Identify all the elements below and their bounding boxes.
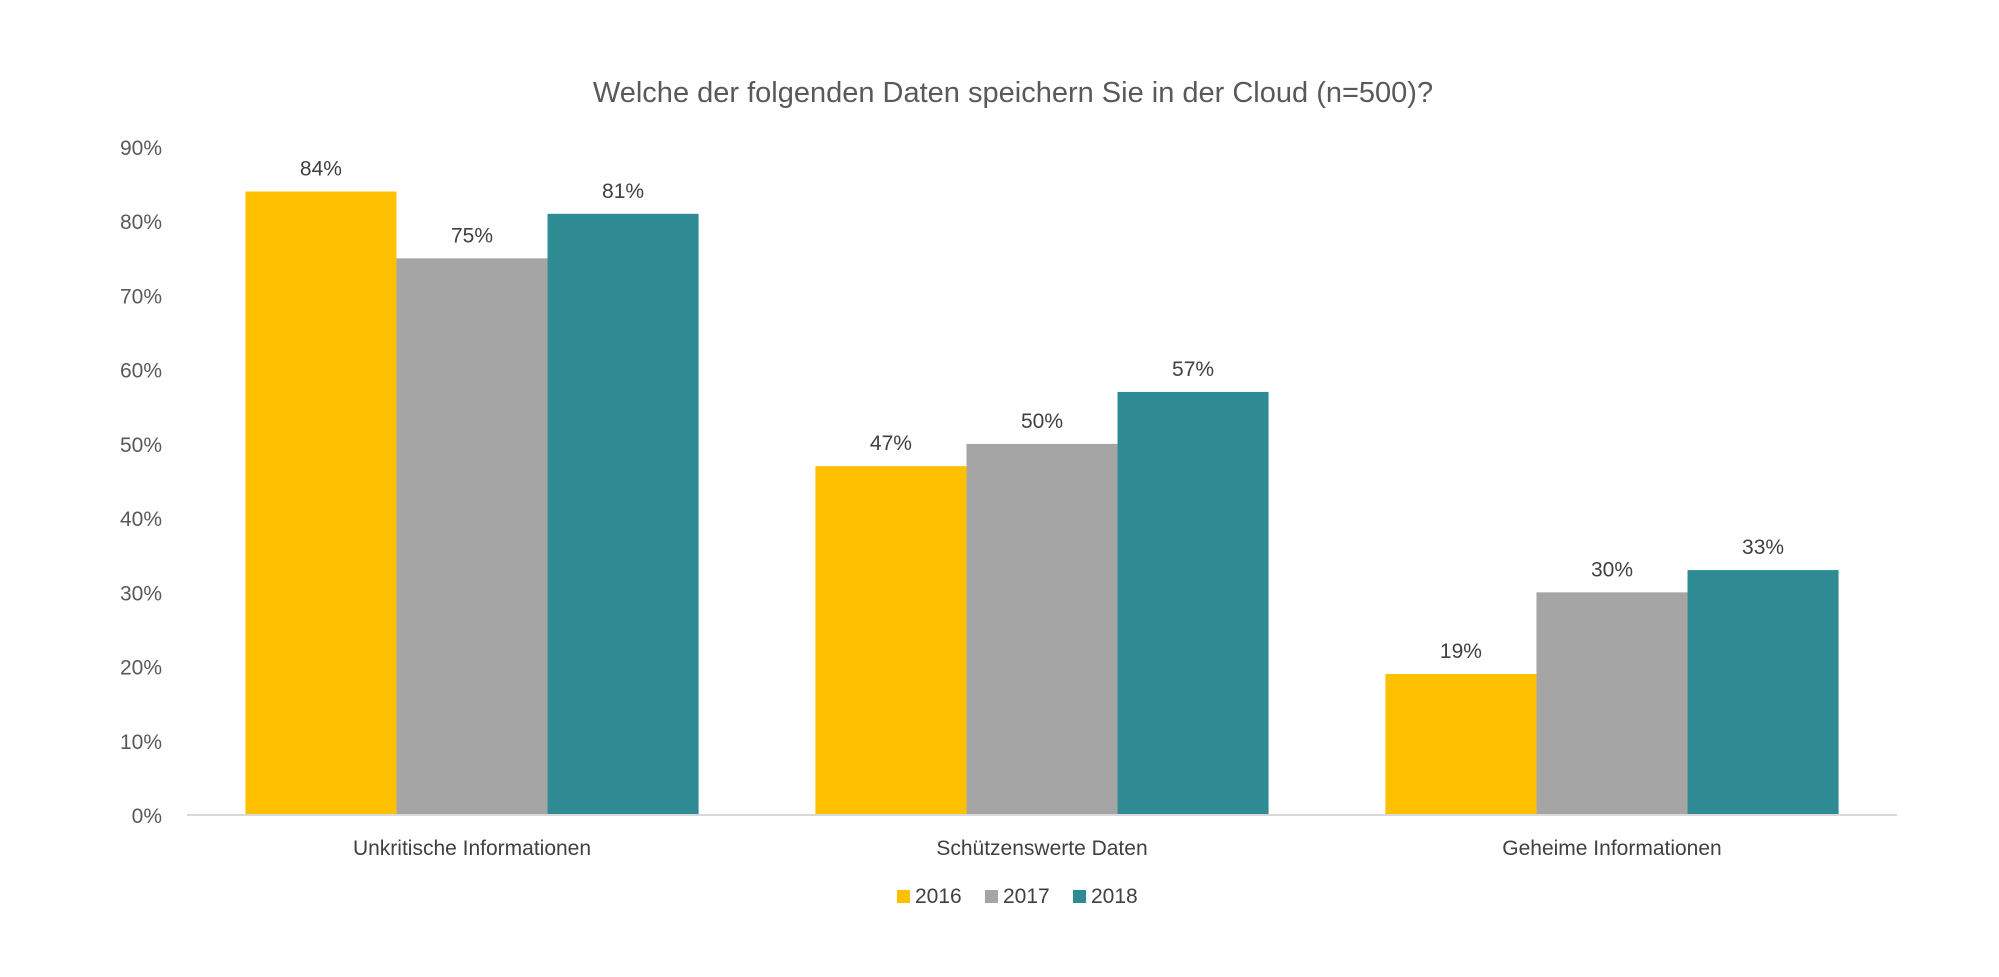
data-label: 75% [451,224,493,247]
legend-label: 2017 [1003,885,1050,908]
data-label: 30% [1591,558,1633,581]
bar-2016-3 [1385,673,1537,815]
x-axis: Unkritische Informationen Schützenswerte … [353,837,1722,860]
y-tick-label: 30% [120,582,162,605]
y-tick-label: 40% [120,508,162,531]
y-tick-label: 90% [120,137,162,160]
legend-swatch-2018 [1073,890,1086,903]
y-tick-label: 80% [120,211,162,234]
y-tick-label: 0% [132,805,162,828]
data-label: 81% [602,180,644,203]
data-labels: 84% 75% 81% 47% 50% 57% 19% 30% 33% [300,158,1784,663]
x-tick-label: Geheime Informationen [1502,837,1721,860]
legend-swatch-2016 [897,890,910,903]
bar-2018-2 [1117,391,1269,815]
y-tick-label: 60% [120,360,162,383]
data-label: 84% [300,158,342,181]
x-tick-label: Unkritische Informationen [353,837,591,860]
y-tick-label: 70% [120,285,162,308]
y-axis: 0% 10% 20% 30% 40% 50% 60% 70% 80% 90% [120,137,162,828]
y-tick-label: 50% [120,434,162,457]
bar-2017-3 [1536,592,1688,815]
bar-2016-2 [815,466,967,815]
bar-2018-1 [547,213,699,816]
y-tick-label: 10% [120,731,162,754]
bar-2017-1 [396,258,548,815]
y-tick-label: 20% [120,657,162,680]
data-label: 50% [1021,410,1063,433]
data-label: 33% [1742,536,1784,559]
data-label: 19% [1440,640,1482,663]
legend-swatch-2017 [985,890,998,903]
x-tick-label: Schützenswerte Daten [936,837,1147,860]
data-label: 57% [1172,358,1214,381]
legend-label: 2016 [915,885,962,908]
legend: 2016 2017 2018 [897,885,1138,908]
bar-2016-1 [245,191,397,816]
chart-title: Welche der folgenden Daten speichern Sie… [593,77,1433,109]
bars [245,191,1839,816]
bar-2018-3 [1687,570,1839,815]
bar-2017-2 [966,443,1118,815]
data-label: 47% [870,432,912,455]
legend-label: 2018 [1091,885,1138,908]
